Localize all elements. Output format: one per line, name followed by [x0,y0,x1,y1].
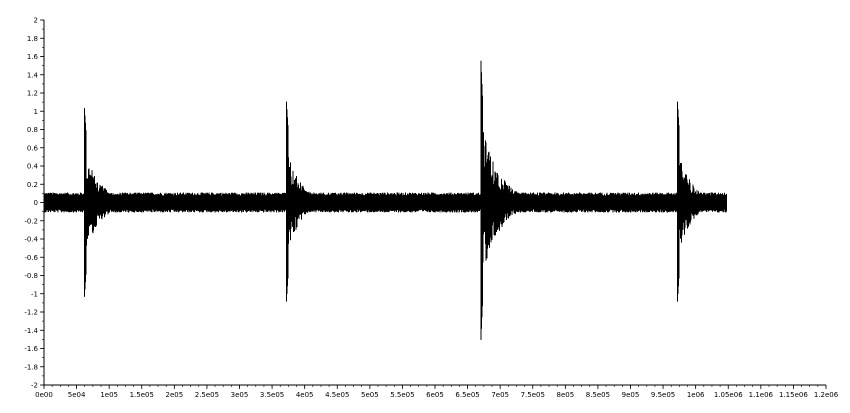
x-tick-label: 2.5e05 [195,391,219,399]
x-tick-label: 5e04 [68,391,86,399]
y-tick-label: 2 [34,17,38,25]
x-tick-label: 1.1e06 [749,391,774,399]
y-tick-label: -1.6 [24,345,38,353]
waveform-series [43,60,727,340]
x-tick-label: 1e05 [100,391,118,399]
x-tick-label: 5.5e05 [390,391,414,399]
x-tick-label: 9.5e05 [651,391,675,399]
x-tick-label: 1.5e05 [130,391,154,399]
x-tick-label: 9e05 [622,391,640,399]
y-tick-label: 1.8 [27,35,38,43]
y-tick-label: 1.6 [27,53,39,61]
tick-labels: 2 1.8 1.6 1.4 1.2 1 0.8 0.6 0.4 0.2 0 -0.2 -0.4 -0.6 -… [24,17,838,400]
y-tick-label: 1.2 [27,90,38,98]
y-tick-label: -1.8 [24,363,38,371]
x-tick-label: 1e06 [687,391,705,399]
y-tick-label: -1.2 [24,309,38,317]
x-tick-label: 1.2e06 [814,391,839,399]
x-tick-label: 0e00 [35,391,53,399]
y-tick-label: 0.4 [27,163,39,171]
x-tick-label: 3e05 [231,391,249,399]
x-tick-label: 8.5e05 [586,391,610,399]
x-tick-label: 1.05e06 [714,391,743,399]
y-tick-label: -0.8 [24,272,38,280]
x-tick-label: 6.5e05 [455,391,479,399]
x-tick-label: 7.5e05 [521,391,545,399]
x-tick-label: 8e05 [556,391,574,399]
y-tick-label: 0.2 [27,181,38,189]
y-tick-label: 0 [34,199,38,207]
x-tick-label: 6e05 [426,391,444,399]
y-tick-label: -0.6 [24,254,38,262]
y-tick-label: 0.6 [27,144,39,152]
y-tick-label: 0.8 [27,126,38,134]
x-tick-label: 5e05 [361,391,379,399]
x-tick-label: 3.5e05 [260,391,284,399]
y-tick-label: -2 [31,382,38,390]
x-tick-label: 1.15e06 [779,391,808,399]
x-tick-label: 4e05 [296,391,314,399]
y-tick-label: 1.4 [27,71,39,79]
y-tick-label: -0.4 [24,236,38,244]
y-tick-label: -0.2 [24,217,38,225]
y-tick-label: -1.4 [24,327,38,335]
x-tick-label: 2e05 [165,391,183,399]
x-tick-label: 7e05 [491,391,509,399]
x-tick-label: 4.5e05 [325,391,349,399]
y-tick-label: 1 [34,108,38,116]
y-tick-label: -1 [31,290,38,298]
